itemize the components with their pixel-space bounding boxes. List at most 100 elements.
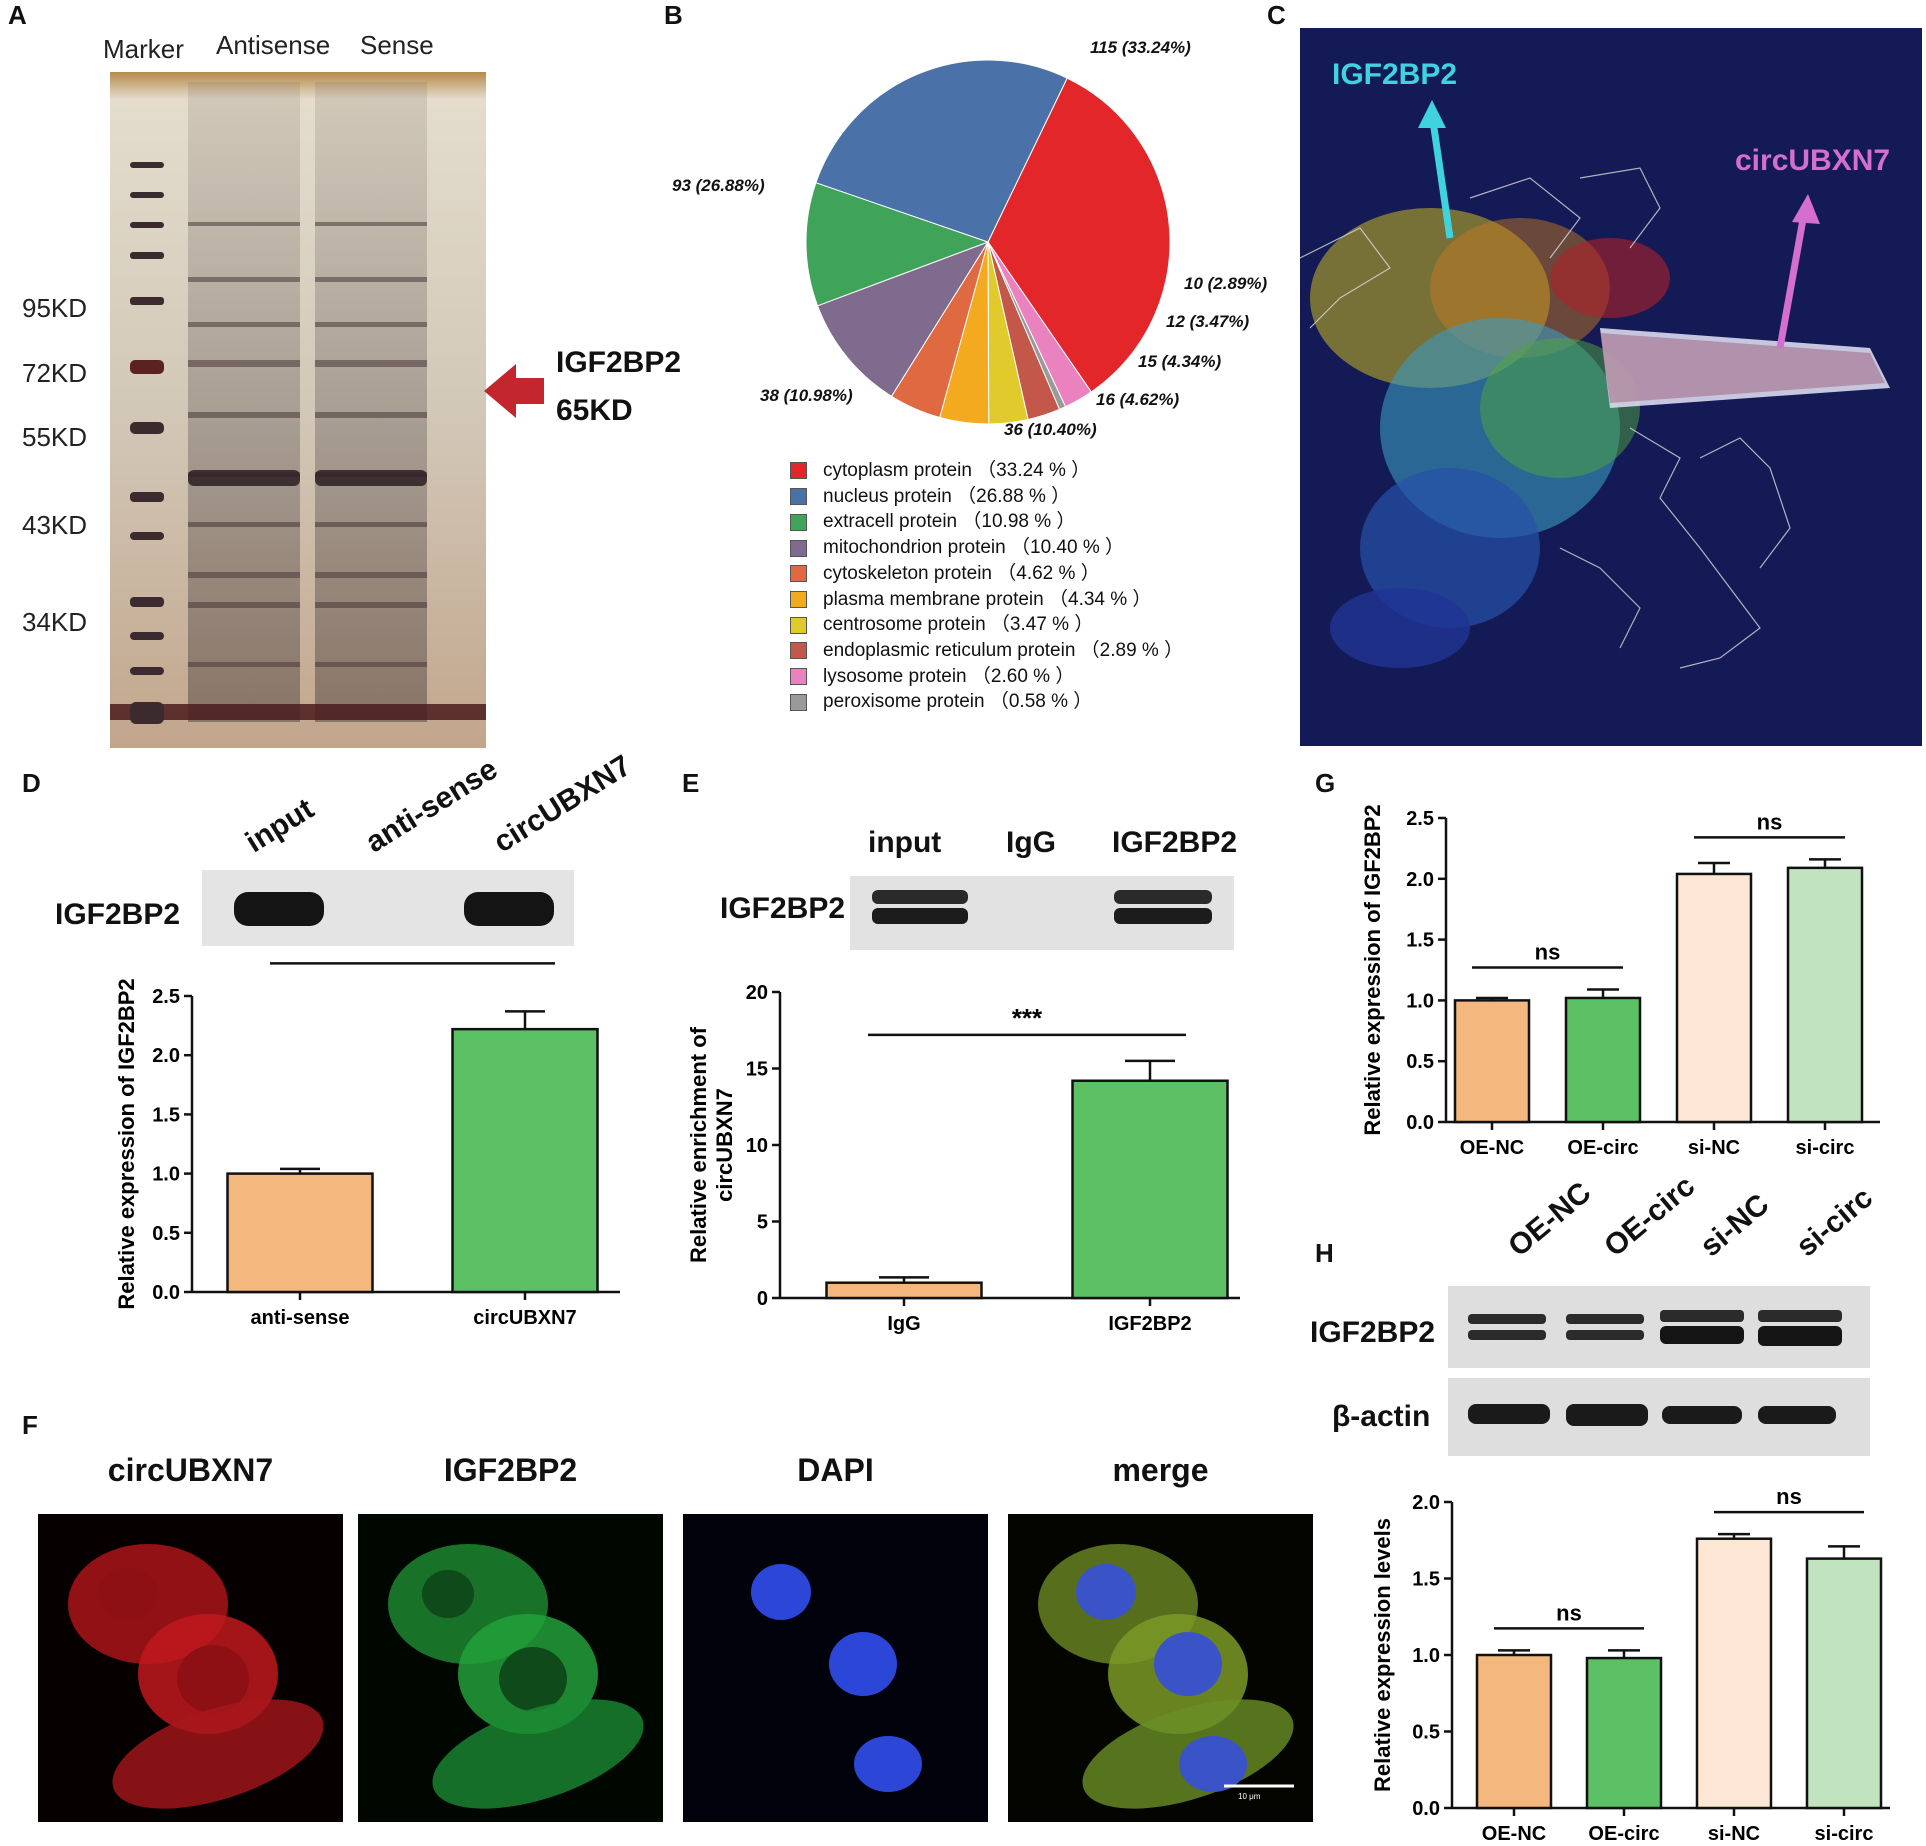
legend-entry: cytoskeleton protein （4.62 % ） [790,561,1100,586]
y-axis-label: Relative expression of IGF2BP2 [1360,804,1385,1135]
gel-lane-sense: Sense [360,30,434,60]
bar-circUBXN7 [451,1027,599,1294]
marker-95kd: 95KD [22,293,88,323]
legend-label: endoplasmic reticulum protein （2.89 % ） [823,639,1184,661]
legend-label: peroxisome protein （0.58 % ） [823,691,1093,713]
legend-swatch [790,488,807,506]
legend-swatch [790,590,807,608]
pie-chart [805,60,1171,425]
y-tick-label: 0.5 [1406,1051,1434,1073]
bar-si-NC [1695,1537,1773,1810]
y-axis-label: Relative expression levels [1370,1518,1395,1792]
y-tick-label: 1.5 [152,1104,180,1126]
arrow-label-protein: IGF2BP2 [556,346,682,379]
panel-letter-e: E [682,768,700,798]
legend-entry: mitochondrion protein （10.40 % ） [790,535,1124,560]
fluor-image-red [38,1514,343,1822]
fluor-title-igf2bp2: IGF2BP2 [443,1452,578,1488]
bar-chart-d: 0.0 0.5 1.0 1.5 2.0 2.5 Relative expression of… [114,960,620,1329]
panel-letter-b: B [664,0,683,30]
pie-slice-label: 16 (4.62%) [1096,390,1180,409]
legend-label: cytoplasm protein （33.24 % ） [823,460,1091,481]
y-tick-label: 1.0 [1412,1645,1440,1667]
molecular-docking-image [1300,28,1922,746]
y-tick-label: 0 [757,1288,768,1310]
legend-entry: centrosome protein （3.47 % ） [790,612,1093,637]
blot-d-lane-input: input [239,792,320,860]
y-tick-label: 2.0 [1406,869,1434,891]
red-arrow-icon [484,364,544,418]
x-tick-label: OE-circ [1567,1137,1638,1159]
x-tick-label: OE-NC [1460,1137,1524,1159]
legend-label: lysosome protein （2.60 % ） [823,665,1075,687]
model-label-circubxn7: circUBXN7 [1735,144,1891,177]
pie-slice-label: 93 (26.88%) [672,176,765,195]
y-axis-label: Relative enrichment of [686,1026,711,1263]
bar-OE-circ [1585,1656,1663,1810]
legend-entry: cytoplasm protein （33.24 % ） [790,458,1090,483]
y-tick-label: 1.0 [1406,990,1434,1012]
blot-e-row-label: IGF2BP2 [720,892,846,925]
legend-swatch [790,668,807,686]
x-tick-label: OE-circ [1588,1823,1659,1845]
blot-e-lane-igg: IgG [1006,826,1056,859]
pie-slice-label: 10 (2.89%) [1184,274,1268,293]
legend-label: mitochondrion protein （10.40 % ） [823,537,1124,559]
significance-marker: ns [1776,1484,1802,1509]
blot-h-lane-oe-circ: OE-circ [1598,1169,1702,1264]
x-tick-label: anti-sense [251,1307,350,1329]
significance-marker: ns [1535,939,1561,964]
panel-letter-d: D [22,768,41,798]
bar-OE-circ [1564,996,1642,1124]
pie-slice-extracell-protein [805,182,990,307]
y-tick-label: 1.0 [152,1164,180,1186]
y-tick-label: 2.0 [152,1045,180,1067]
blot-e-lane-igf2bp2: IGF2BP2 [1112,826,1238,859]
x-tick-label: si-circ [1796,1137,1855,1159]
legend-swatch [790,693,807,711]
pie-slice-label: 38 (10.98%) [760,386,853,405]
fluor-image-merge [1008,1514,1313,1822]
marker-72kd: 72KD [22,358,88,388]
fluor-title-dapi: DAPI [797,1452,874,1488]
legend-swatch [790,462,807,480]
bar-IGF2BP2 [1071,1079,1229,1300]
legend-label: extracell protein （10.98 % ） [823,511,1076,533]
gel-lane-marker: Marker [103,34,184,64]
x-tick-label: OE-NC [1482,1823,1546,1845]
y-tick-label: 5 [757,1212,768,1234]
pie-slice-cytoplasm-protein [987,77,1171,393]
y-tick-label: 0.5 [1412,1722,1440,1744]
pie-slice-nucleus-protein [815,60,1068,243]
legend-label: nucleus protein （26.88 % ） [823,485,1071,507]
model-label-igf2bp2: IGF2BP2 [1332,58,1458,91]
legend-swatch [790,642,807,660]
y-tick-label: 1.5 [1406,930,1434,952]
x-tick-label: si-circ [1815,1823,1874,1845]
y-tick-label: 15 [746,1059,768,1081]
significance-marker: ns [1556,1600,1582,1625]
blot-h-lane-si-circ: si-circ [1790,1181,1880,1264]
y-tick-label: 20 [746,982,768,1004]
pie-slice-mitochondrion-protein [816,241,990,397]
y-tick-label: 0.0 [152,1282,180,1304]
western-blot-d [202,870,574,946]
panel-letter-a: A [8,0,27,30]
y-tick-label: 10 [746,1135,768,1157]
x-tick-label: si-NC [1688,1137,1740,1159]
fluor-image-green [358,1514,663,1822]
scale-bar-label: 10 μm [1238,1792,1261,1801]
bar-anti-sense [226,1172,374,1294]
y-tick-label: 2.5 [1406,808,1434,830]
blot-h-lane-oe-nc: OE-NC [1502,1175,1598,1264]
panel-letter-f: F [22,1410,38,1440]
blot-h-row-actin: β-actin [1332,1400,1431,1433]
fluor-title-merge: merge [1112,1452,1209,1488]
blot-h-lane-si-nc: si-NC [1694,1187,1776,1264]
pie-slice-label: 12 (3.47%) [1166,312,1250,331]
legend-label: cytoskeleton protein （4.62 % ） [823,562,1100,584]
y-tick-label: 1.5 [1412,1569,1440,1591]
bar-chart-h: 0.0 0.5 1.0 1.5 2.0 Relative expression level… [1370,1484,1890,1845]
significance-marker: *** [1012,1003,1043,1033]
bar-si-circ [1805,1557,1883,1810]
